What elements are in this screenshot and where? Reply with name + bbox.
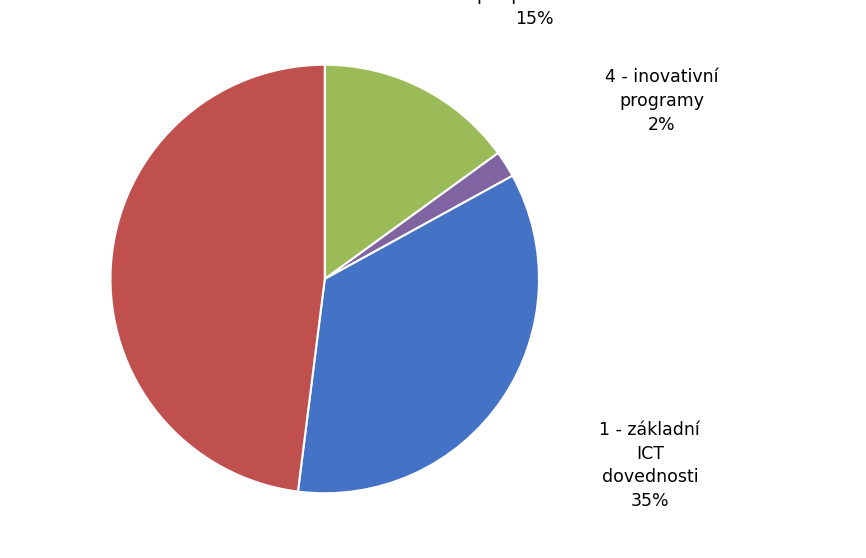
Wedge shape [325,153,513,279]
Text: 4 - inovativní
programy
2%: 4 - inovativní programy 2% [605,69,719,133]
Text: 1 - základní
ICT
dovednosti
35%: 1 - základní ICT dovednosti 35% [599,421,701,510]
Wedge shape [298,176,539,493]
Text: 3 - didaktické
programy
pro pokročilé
15%: 3 - didaktické programy pro pokročilé 15… [475,0,593,28]
Wedge shape [325,65,498,279]
Wedge shape [111,65,325,492]
